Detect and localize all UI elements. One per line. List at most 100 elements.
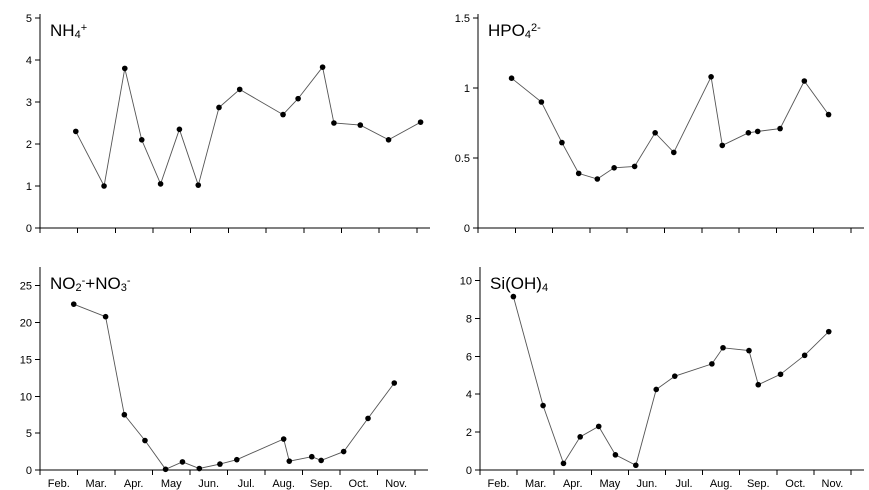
data-point: [559, 139, 565, 146]
data-point: [417, 119, 424, 125]
data-point: [319, 64, 326, 70]
data-point: [176, 126, 183, 133]
x-tick-label: Feb.: [48, 478, 70, 490]
data-point: [652, 130, 658, 136]
data-point: [195, 182, 202, 188]
data-point: [295, 95, 301, 102]
title-part: 4: [525, 29, 531, 41]
x-tick-label: Aug.: [272, 478, 295, 490]
data-point: [595, 423, 602, 430]
y-tick-label: 3: [26, 97, 32, 109]
data-point: [331, 120, 337, 126]
title-part: Si(OH): [490, 274, 542, 293]
data-point: [611, 165, 617, 171]
title-part: +: [81, 22, 87, 34]
data-point: [577, 434, 583, 440]
y-tick-label: 2: [466, 427, 472, 439]
data-point: [391, 380, 398, 386]
data-point: [825, 111, 832, 118]
data-point: [121, 65, 128, 72]
data-point: [708, 74, 714, 80]
data-point: [102, 313, 109, 320]
x-tick-label: Mar.: [525, 478, 546, 490]
x-tick-label: Sep.: [747, 478, 770, 490]
data-point: [280, 111, 286, 118]
data-point: [755, 381, 762, 388]
panel-title: NH4+: [50, 21, 87, 41]
x-tick-label: Jul.: [238, 478, 255, 490]
data-point: [101, 183, 107, 189]
y-tick-label: 2: [26, 139, 32, 151]
y-tick-label: 0: [464, 223, 470, 235]
data-point: [179, 459, 186, 465]
x-tick-label: Sep.: [310, 478, 333, 490]
title-part: NH: [50, 21, 75, 40]
data-point: [825, 328, 832, 335]
title-part: 4: [75, 29, 81, 41]
y-tick-label: 4: [26, 55, 32, 67]
panel-no2-no3: 0 5 10 15 20 25 Feb. Mar. Apr. May Jun. Jul. Aug. Sep…: [20, 267, 428, 490]
data-point: [286, 458, 293, 464]
y-tick-label: 20: [20, 318, 32, 330]
series-line: [512, 296, 830, 466]
y-tick-label: 15: [20, 354, 32, 366]
data-point: [709, 361, 715, 367]
y-tick-label: 10: [460, 275, 472, 287]
data-point: [594, 176, 601, 182]
data-point: [560, 460, 567, 467]
x-tick-label: Apr.: [563, 478, 583, 490]
panel-title: Si(OH)4: [490, 274, 548, 294]
y-tick-label: 0: [26, 223, 32, 235]
data-point: [234, 456, 240, 463]
data-point: [719, 142, 726, 149]
data-point: [777, 371, 784, 378]
y-tick-label: 5: [26, 428, 32, 440]
data-point: [385, 137, 392, 143]
y-tick-label: 4: [466, 389, 472, 401]
title-part: 4: [542, 282, 548, 294]
title-part: +NO: [85, 274, 120, 293]
data-point: [671, 373, 678, 379]
x-tick-label: Jun.: [637, 478, 658, 490]
data-point: [357, 122, 364, 128]
y-tick-label: 8: [466, 313, 472, 325]
x-tick-label: Aug.: [710, 478, 733, 490]
panel-title: NO2-+NO3-: [50, 274, 131, 294]
data-point: [745, 130, 752, 136]
title-part: -: [127, 275, 131, 287]
data-point: [280, 436, 287, 442]
panel-sioh4: 0 2 4 6 8 10 Feb. Mar. Apr. May Jun. Jul. Aug. Sep. Oc…: [460, 267, 864, 490]
x-tick-label: Oct.: [785, 478, 805, 490]
data-point: [121, 411, 128, 418]
title-part: NO: [50, 274, 76, 293]
x-tick-label: Feb.: [488, 478, 510, 490]
data-point: [540, 402, 546, 409]
data-point: [157, 181, 164, 187]
title-part: 2-: [531, 22, 541, 34]
data-point: [633, 462, 639, 469]
data-point: [631, 163, 638, 170]
data-point: [318, 457, 324, 464]
data-point: [72, 128, 79, 135]
x-tick-label: Jul.: [675, 478, 692, 490]
y-tick-label: 25: [20, 281, 32, 293]
title-part: -: [82, 275, 86, 287]
y-tick-label: 1.5: [455, 13, 470, 25]
series-line: [75, 66, 421, 188]
y-tick-label: 10: [20, 391, 32, 403]
data-point: [340, 448, 347, 455]
data-point: [754, 128, 761, 135]
data-point: [142, 437, 148, 444]
data-point: [138, 137, 145, 143]
x-tick-label: Nov.: [385, 478, 407, 490]
y-tick-label: 1: [26, 181, 32, 193]
panel-title: HPO42-: [488, 21, 541, 41]
data-point: [801, 78, 808, 84]
data-point: [538, 99, 545, 105]
x-tick-label: Nov.: [822, 478, 844, 490]
y-tick-label: 0.5: [455, 153, 470, 165]
data-point: [216, 104, 222, 111]
data-point: [236, 86, 243, 93]
data-point: [801, 352, 808, 359]
